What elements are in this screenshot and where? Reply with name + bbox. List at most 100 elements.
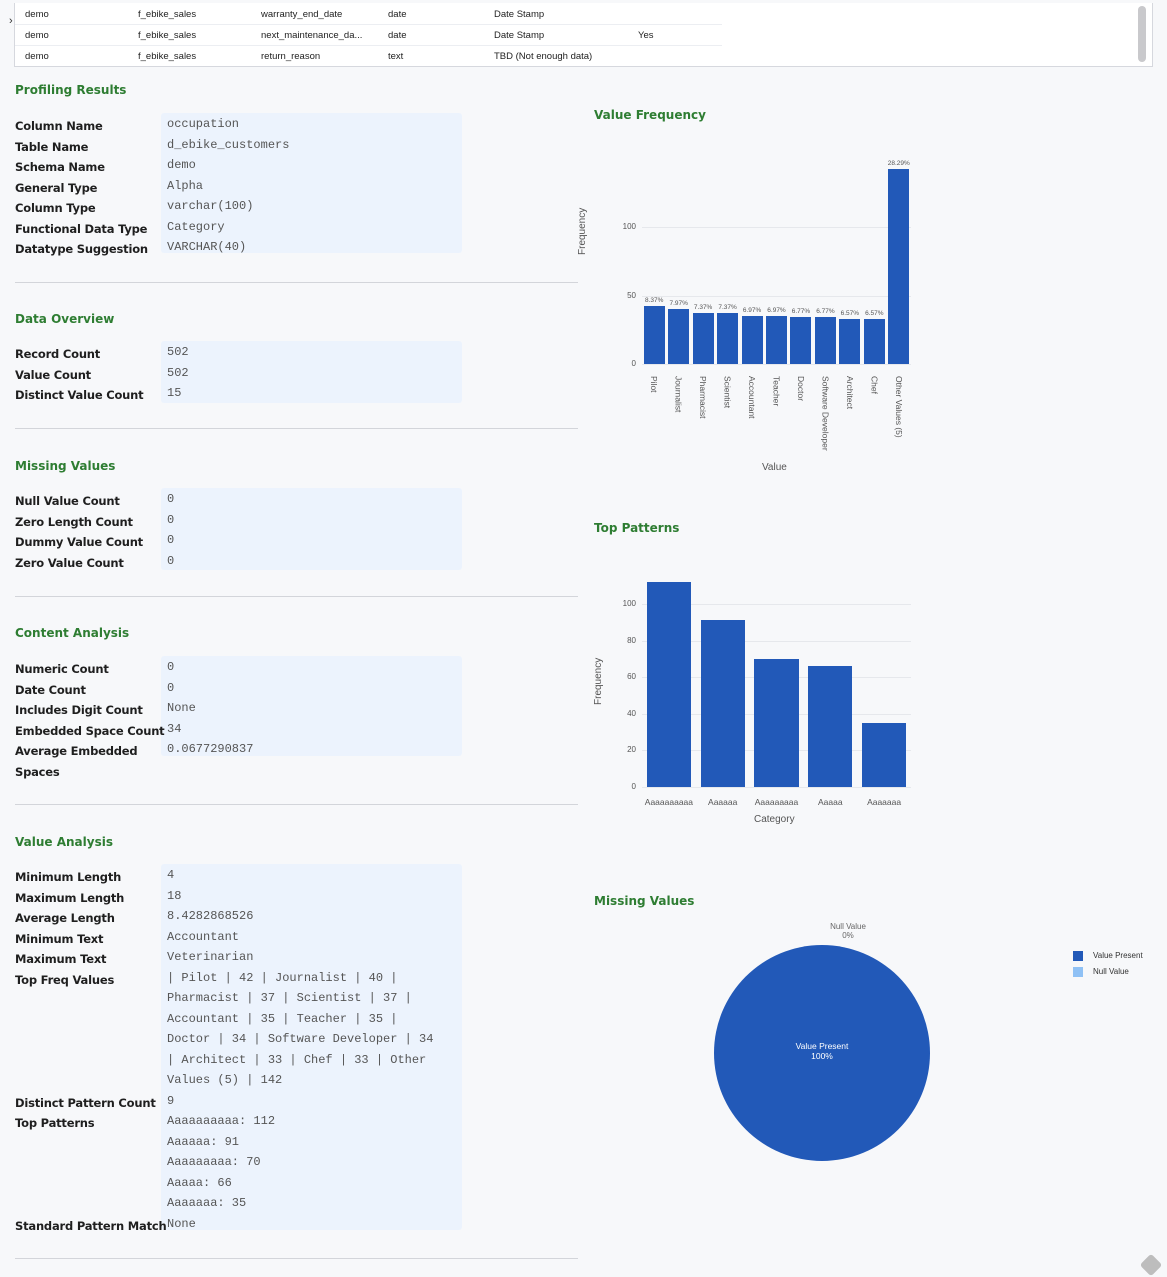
kv-row: Value Count 502	[15, 366, 462, 387]
x-tick: Other Values (5)	[893, 376, 904, 438]
kv-row: Aaaaaa: 91	[15, 1135, 462, 1156]
kv-value: None	[167, 1216, 196, 1231]
y-tick: 50	[627, 290, 636, 300]
kv-value: 4	[167, 868, 175, 882]
cell-schema: demo	[25, 9, 49, 20]
value-background	[161, 656, 462, 756]
bar[interactable]	[643, 306, 665, 364]
divider	[15, 428, 578, 429]
chart-title-top-patterns: Top Patterns	[594, 521, 680, 535]
bar[interactable]	[862, 722, 907, 787]
bar[interactable]	[741, 316, 763, 364]
kv-row: Aaaaaaaaa: 70	[15, 1155, 462, 1176]
kv-label: Standard Pattern Match	[15, 1218, 167, 1233]
cell-column: next_maintenance_da...	[261, 30, 363, 41]
legend-item-null-value[interactable]: Null Value	[1073, 967, 1129, 977]
kv-value: Values (5) | 142	[167, 1073, 283, 1087]
kv-row: Spaces	[15, 763, 462, 784]
bar[interactable]	[839, 318, 861, 364]
kv-value: 0	[167, 680, 175, 695]
cell-table: f_ebike_sales	[138, 51, 197, 62]
table-row[interactable]: demo f_ebike_sales return_reason text TB…	[15, 45, 722, 67]
x-axis-label: Value	[762, 462, 787, 473]
x-tick: Scientist	[722, 376, 733, 409]
y-axis-label: Frequency	[577, 207, 588, 255]
x-tick: Journalist	[673, 376, 684, 413]
kv-row: Null Value Count 0	[15, 492, 462, 513]
bar-data-label: 6.77%	[791, 308, 811, 316]
kv-row: Table Name d_ebike_customers	[15, 138, 462, 159]
kv-label: Functional Data Type	[15, 221, 148, 236]
legend-item-value-present[interactable]: Value Present	[1073, 951, 1143, 961]
x-tick: Accountant	[747, 376, 758, 419]
bar-data-label: 7.37%	[718, 304, 737, 312]
cell-table: f_ebike_sales	[138, 30, 197, 41]
table-row[interactable]: demo f_ebike_sales warranty_end_date dat…	[15, 3, 722, 25]
kv-row: Numeric Count 0	[15, 660, 462, 681]
kv-row: Date Count 0	[15, 681, 462, 702]
y-axis-label: Frequency	[593, 657, 604, 705]
app-logo-icon[interactable]	[1139, 1253, 1163, 1277]
missing-values-pie[interactable]	[714, 945, 930, 1161]
y-tick: 0	[631, 359, 636, 368]
kv-value: 9	[167, 1093, 175, 1108]
cell-table: f_ebike_sales	[138, 9, 197, 20]
bar[interactable]	[668, 309, 690, 364]
bar[interactable]	[700, 620, 745, 787]
bar[interactable]	[863, 318, 885, 364]
chart-title-value-frequency: Value Frequency	[594, 108, 706, 122]
kv-value: Alpha	[167, 178, 204, 193]
kv-value: varchar(100)	[167, 199, 254, 213]
columns-table: demo f_ebike_sales warranty_end_date dat…	[14, 3, 1153, 67]
section-title-value-analysis: Value Analysis	[15, 835, 113, 849]
bar[interactable]	[765, 316, 787, 364]
kv-row: Top Freq Values | Pilot | 42 | Journalist…	[15, 971, 462, 992]
x-tick: Teacher	[771, 376, 782, 407]
kv-label: Embedded Space Count	[15, 723, 165, 738]
kv-label: Dummy Value Count	[15, 535, 143, 549]
chevron-right-icon[interactable]: ›	[9, 15, 13, 27]
kv-value: Aaaaaa: 91	[167, 1134, 240, 1149]
divider	[15, 804, 578, 805]
kv-label: Maximum Text	[15, 952, 107, 966]
kv-row: Doctor | 34 | Software Developer | 34	[15, 1032, 462, 1053]
bar[interactable]	[888, 169, 910, 364]
table-scrollbar[interactable]	[1138, 6, 1146, 62]
kv-row: Aaaaa: 66	[15, 1176, 462, 1197]
bar[interactable]	[790, 317, 812, 364]
kv-row: Dummy Value Count 0	[15, 533, 462, 554]
cell-functional-type: Date Stamp	[494, 30, 545, 41]
kv-label: Numeric Count	[15, 662, 109, 676]
kv-value: demo	[167, 158, 196, 172]
bar[interactable]	[646, 582, 691, 787]
bar-data-label: 28.29%	[887, 160, 910, 168]
value-analysis-list: Minimum Length 4 Maximum Length 18 Average…	[15, 864, 462, 1237]
bar[interactable]	[754, 658, 799, 787]
section-title-data-overview: Data Overview	[15, 312, 115, 326]
x-tick: Aaaaaa	[708, 797, 738, 807]
kv-value: Veterinarian	[167, 950, 254, 964]
kv-value: 0	[167, 512, 175, 527]
bar[interactable]	[814, 317, 836, 364]
value-background	[161, 113, 462, 253]
bar[interactable]	[692, 313, 714, 364]
kv-label: Datatype Suggestion	[15, 242, 148, 256]
bar[interactable]	[808, 666, 853, 787]
legend-label: Null Value	[1093, 967, 1129, 977]
gridline	[642, 364, 911, 365]
x-tick: Architect	[844, 376, 855, 410]
kv-row: Column Type varchar(100)	[15, 199, 462, 220]
x-tick: Aaaaaaa	[867, 797, 902, 807]
kv-value: Aaaaaaa: 35	[167, 1196, 247, 1210]
kv-label: Minimum Length	[15, 870, 122, 884]
y-tick: 100	[622, 222, 636, 231]
bar-data-label: 6.57%	[865, 309, 884, 317]
kv-row: Values (5) | 142	[15, 1073, 462, 1094]
table-row[interactable]: demo f_ebike_sales next_maintenance_da..…	[15, 24, 722, 46]
kv-label: Top Freq Values	[15, 972, 115, 987]
bar[interactable]	[717, 313, 739, 364]
kv-label: Value Count	[15, 367, 91, 382]
kv-value: Aaaaaaaaa: 70	[167, 1155, 261, 1169]
kv-value: 0	[167, 553, 175, 568]
kv-row: Column Name occupation	[15, 117, 462, 138]
